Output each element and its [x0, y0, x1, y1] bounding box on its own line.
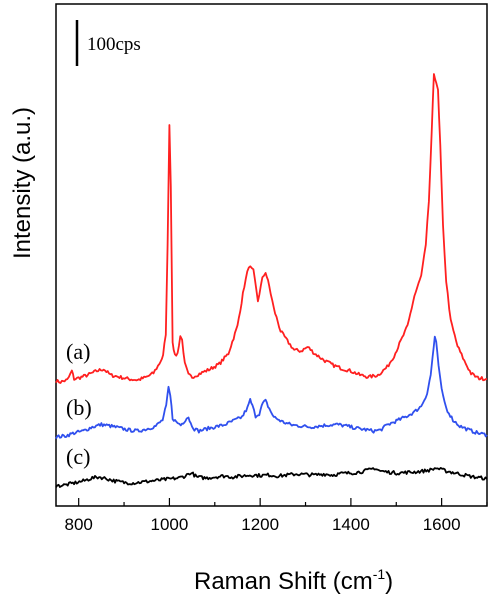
curve-label-3: (c): [66, 444, 90, 469]
series-line-2: [55, 335, 488, 440]
series-line-3: [55, 467, 488, 488]
x-axis-ticks: 800 1000 1200 1400 1600: [64, 498, 488, 534]
curve-labels: (a) (b) (c): [66, 339, 92, 469]
x-axis-title: Raman Shift (cm-1): [194, 566, 393, 595]
series-line-1: [55, 73, 488, 384]
x-tick-label-1400: 1400: [332, 515, 370, 534]
curve-label-1: (a): [66, 339, 90, 364]
x-tick-label-1600: 1600: [423, 515, 461, 534]
x-tick-label-1200: 1200: [241, 515, 279, 534]
x-axis-title-main: Raman Shift (cm: [194, 568, 373, 595]
scale-bar-label: 100cps: [87, 34, 141, 55]
scale-bar: 100cps: [75, 20, 141, 66]
curve-label-2: (b): [66, 395, 92, 420]
x-axis-title-sup: -1: [373, 566, 386, 582]
plot-frame: [55, 3, 488, 507]
y-axis-title: Intensity (a.u.): [9, 107, 36, 259]
x-axis-title-close: ): [385, 568, 393, 595]
series-layer: [55, 73, 488, 488]
x-tick-label-1000: 1000: [151, 515, 189, 534]
x-tick-label-800: 800: [64, 515, 92, 534]
